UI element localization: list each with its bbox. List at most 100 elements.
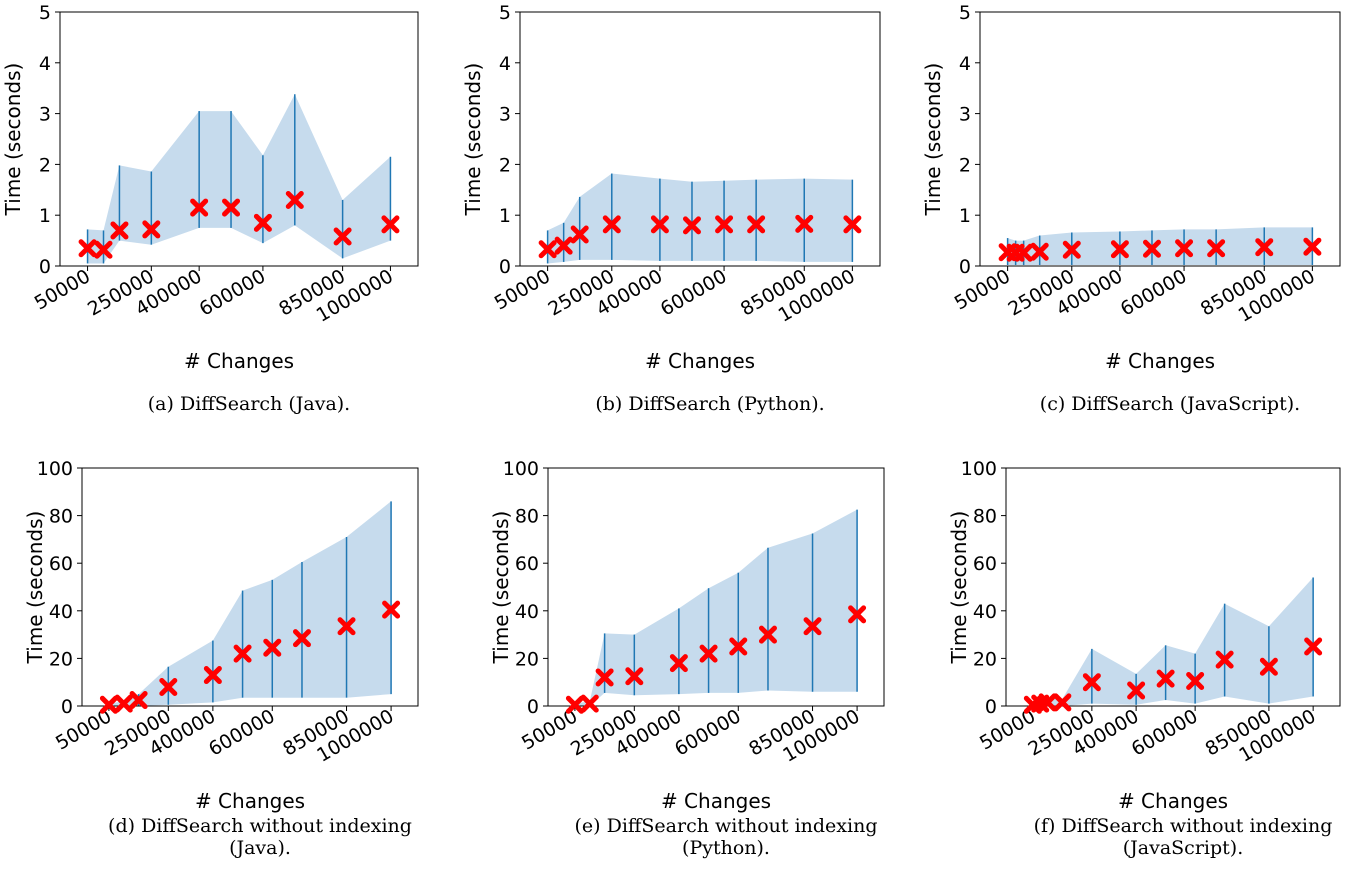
mean-marker [699, 644, 718, 663]
range-band [1007, 227, 1313, 265]
x-tick-label: 600000 [1128, 705, 1202, 760]
y-tick-label: 1 [959, 205, 971, 227]
y-tick-label: 0 [61, 696, 73, 718]
mean-marker [1142, 239, 1161, 258]
y-axis-label: Time (seconds) [23, 511, 47, 665]
y-axis-label: Time (seconds) [461, 63, 485, 217]
axes-frame [519, 11, 881, 267]
x-tick-label: 600000 [657, 265, 731, 320]
chart-caption: (e) DiffSearch without indexing [575, 815, 878, 837]
range-band [108, 501, 392, 706]
mean-marker [669, 654, 688, 673]
x-tick-label: 600000 [205, 705, 279, 760]
chart-caption: (d) DiffSearch without indexing [108, 815, 412, 837]
mean-marker [580, 694, 599, 713]
mean-marker [1038, 693, 1057, 712]
mean-marker [758, 625, 777, 644]
chart-caption: (Java). [229, 837, 291, 859]
mean-marker [747, 215, 766, 234]
mean-marker [99, 695, 118, 714]
chart-caption: (b) DiffSearch (Python). [595, 393, 824, 415]
mean-marker [1156, 669, 1175, 688]
mean-marker [570, 225, 589, 244]
mean-marker [565, 695, 584, 714]
mean-marker [78, 239, 97, 258]
mean-marker [1082, 673, 1101, 692]
x-tick-label: 600000 [196, 265, 270, 320]
y-tick-label: 0 [985, 696, 997, 718]
mean-marker [292, 629, 311, 648]
y-tick-label: 60 [973, 553, 997, 575]
mean-marker [190, 198, 209, 217]
mean-marker [159, 677, 178, 696]
x-axis-label: # Changes [661, 789, 771, 813]
y-tick-label: 5 [39, 2, 51, 24]
y-tick-label: 1 [39, 205, 51, 227]
mean-marker [602, 215, 621, 234]
mean-marker [595, 668, 614, 687]
y-tick-label: 3 [499, 104, 511, 126]
mean-marker [233, 644, 252, 663]
y-tick-label: 0 [39, 256, 51, 278]
y-tick-label: 100 [37, 458, 73, 480]
mean-marker [1062, 240, 1081, 259]
y-tick-label: 80 [973, 506, 997, 528]
y-tick-label: 2 [499, 154, 511, 176]
x-axis-label: # Changes [184, 349, 294, 373]
mean-marker [1030, 242, 1049, 261]
mean-marker [1053, 693, 1072, 712]
mean-marker [1175, 239, 1194, 258]
mean-marker [337, 617, 356, 636]
y-tick-label: 0 [527, 696, 539, 718]
mean-marker [1303, 237, 1322, 256]
mean-marker [1259, 657, 1278, 676]
y-tick-label: 20 [973, 648, 997, 670]
mean-marker [729, 637, 748, 656]
mean-marker [682, 216, 701, 235]
mean-marker [382, 600, 401, 619]
mean-marker [381, 215, 400, 234]
mean-marker [203, 666, 222, 685]
mean-marker [843, 215, 862, 234]
axes-frame [547, 467, 885, 707]
mean-marker [1186, 672, 1205, 691]
chart-caption: (a) DiffSearch (Java). [148, 393, 350, 415]
y-tick-label: 60 [49, 553, 73, 575]
y-tick-label: 4 [959, 53, 971, 75]
y-axis-label: Time (seconds) [1, 63, 25, 217]
mean-marker [795, 214, 814, 233]
axes-frame [979, 11, 1341, 267]
mean-marker [222, 198, 241, 217]
y-tick-label: 80 [49, 506, 73, 528]
mean-marker [554, 236, 573, 255]
mean-marker [1304, 637, 1323, 656]
y-tick-label: 20 [515, 648, 539, 670]
mean-marker [848, 605, 867, 624]
mean-marker [333, 227, 352, 246]
axes-frame [1005, 467, 1341, 707]
x-axis-label: # Changes [1118, 789, 1228, 813]
mean-marker [285, 190, 304, 209]
y-tick-label: 2 [959, 154, 971, 176]
y-tick-label: 4 [39, 53, 51, 75]
chart-caption: (c) DiffSearch (JavaScript). [1040, 393, 1300, 415]
x-axis-label: # Changes [645, 349, 755, 373]
x-axis-label: # Changes [195, 789, 305, 813]
y-tick-label: 5 [959, 2, 971, 24]
mean-marker [142, 220, 161, 239]
range-band [87, 94, 391, 264]
range-band [1032, 577, 1314, 706]
y-tick-label: 100 [503, 458, 539, 480]
y-tick-label: 0 [499, 256, 511, 278]
mean-marker [625, 667, 644, 686]
y-tick-label: 40 [515, 601, 539, 623]
y-tick-label: 20 [49, 648, 73, 670]
